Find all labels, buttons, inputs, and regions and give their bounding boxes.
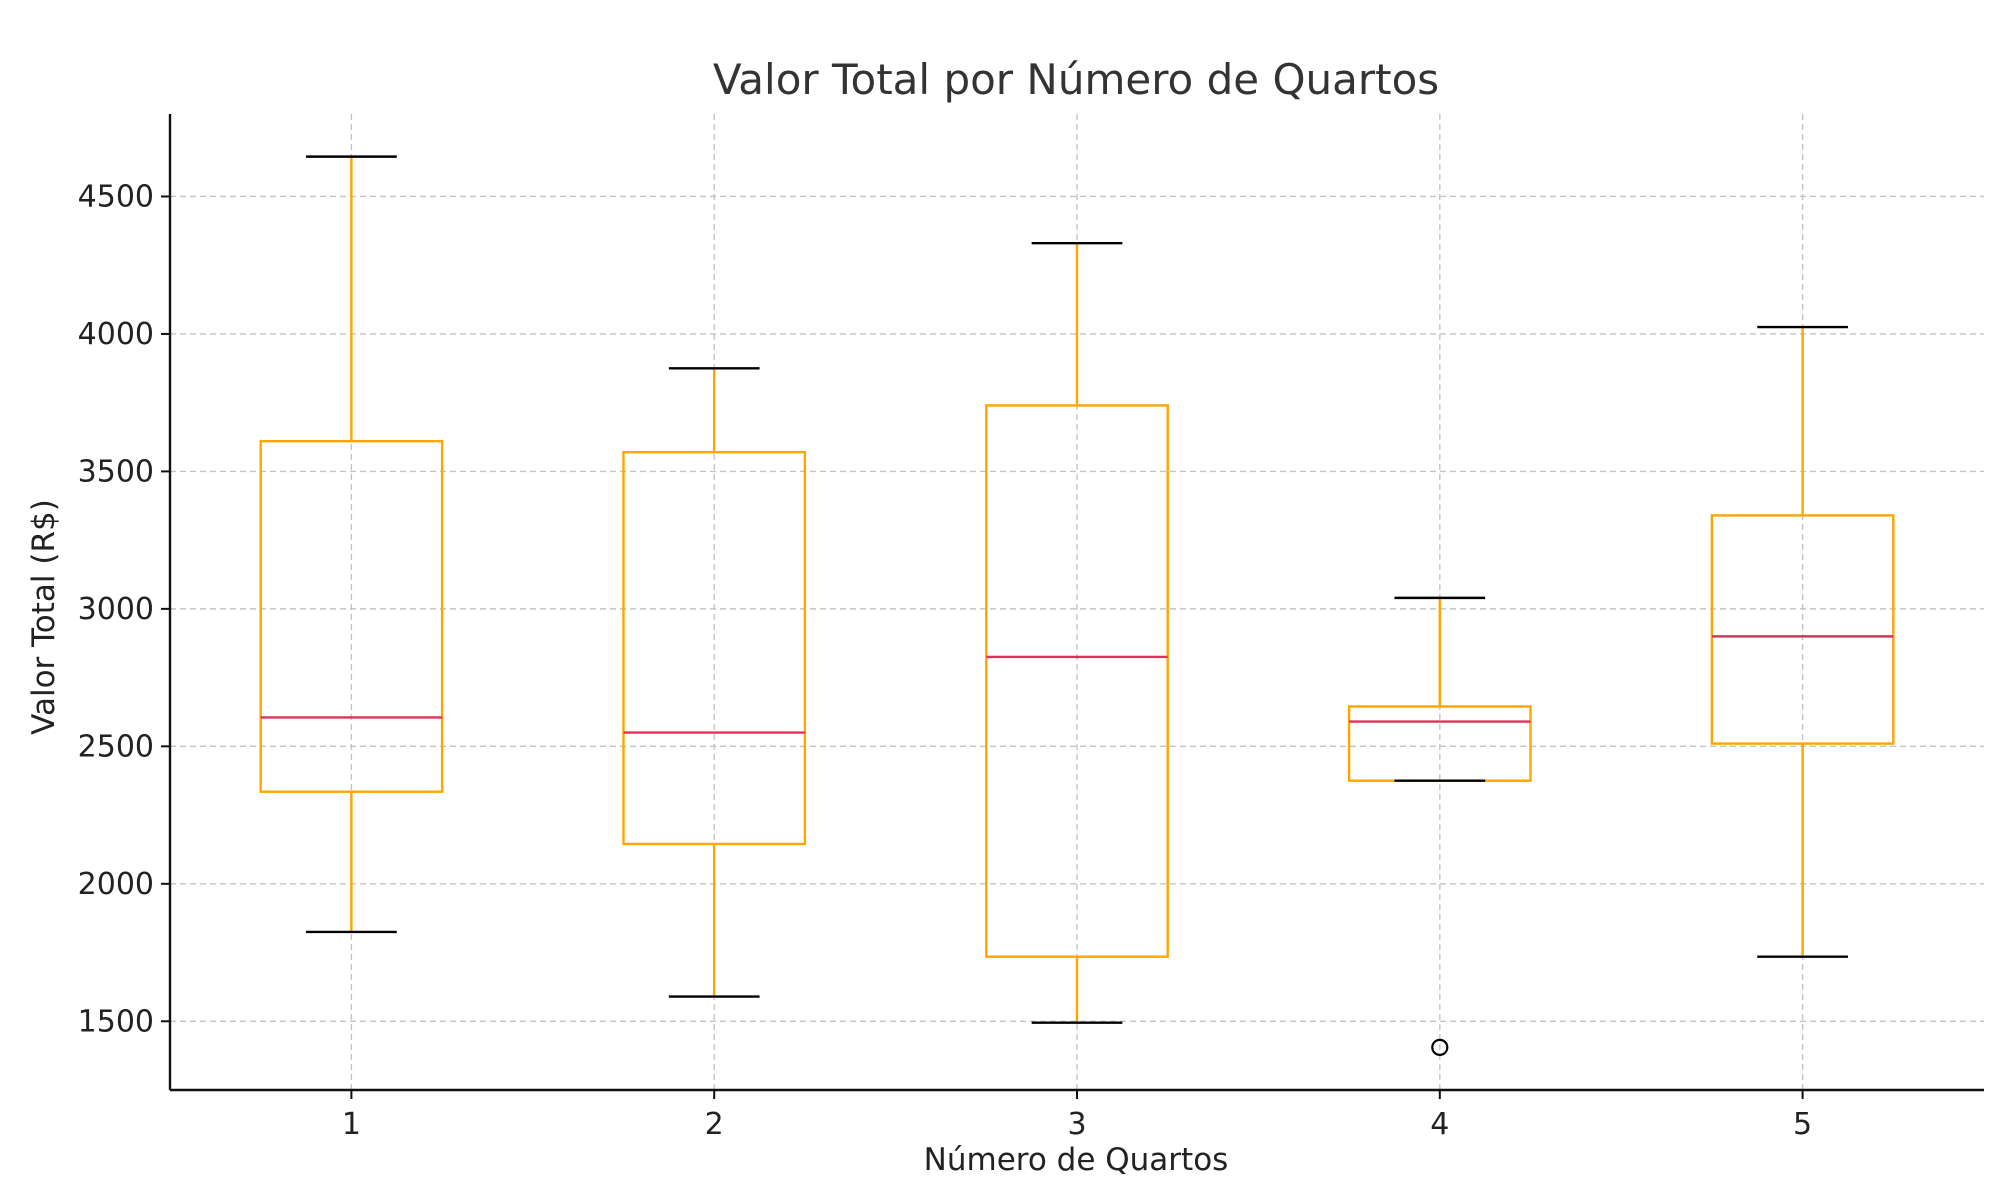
x-axis-title: Número de Quartos	[924, 1142, 1229, 1178]
y-tick-label: 1500	[78, 1004, 154, 1039]
box-group	[985, 242, 1169, 1024]
box	[1710, 514, 1895, 745]
chart-title: Valor Total por Número de Quartos	[713, 55, 1439, 104]
box	[259, 439, 444, 793]
y-tick-label: 2500	[78, 729, 154, 764]
axes: 1500 2000 2500 3000 3500 4000 4500 1 2 3 4 5	[78, 114, 1984, 1142]
box	[985, 404, 1169, 958]
y-tick-label: 2000	[78, 867, 154, 902]
x-tick-label: 2	[705, 1107, 724, 1142]
box-group	[622, 367, 807, 998]
box-group	[1347, 596, 1532, 1056]
box-group	[1710, 325, 1895, 958]
x-tick-label: 1	[342, 1107, 361, 1142]
x-tick-label: 5	[1793, 1107, 1812, 1142]
box-group	[259, 155, 444, 934]
y-tick-label: 4500	[78, 179, 154, 214]
y-tick-label: 4000	[78, 317, 154, 352]
box	[622, 450, 807, 846]
x-tick-label: 4	[1430, 1107, 1449, 1142]
boxes	[259, 155, 1895, 1056]
x-tick-label: 3	[1067, 1107, 1086, 1142]
outlier-point	[1431, 1038, 1449, 1056]
y-tick-label: 3000	[78, 592, 154, 627]
y-axis-title: Valor Total (R$)	[26, 499, 62, 735]
y-tick-label: 3500	[78, 454, 154, 489]
